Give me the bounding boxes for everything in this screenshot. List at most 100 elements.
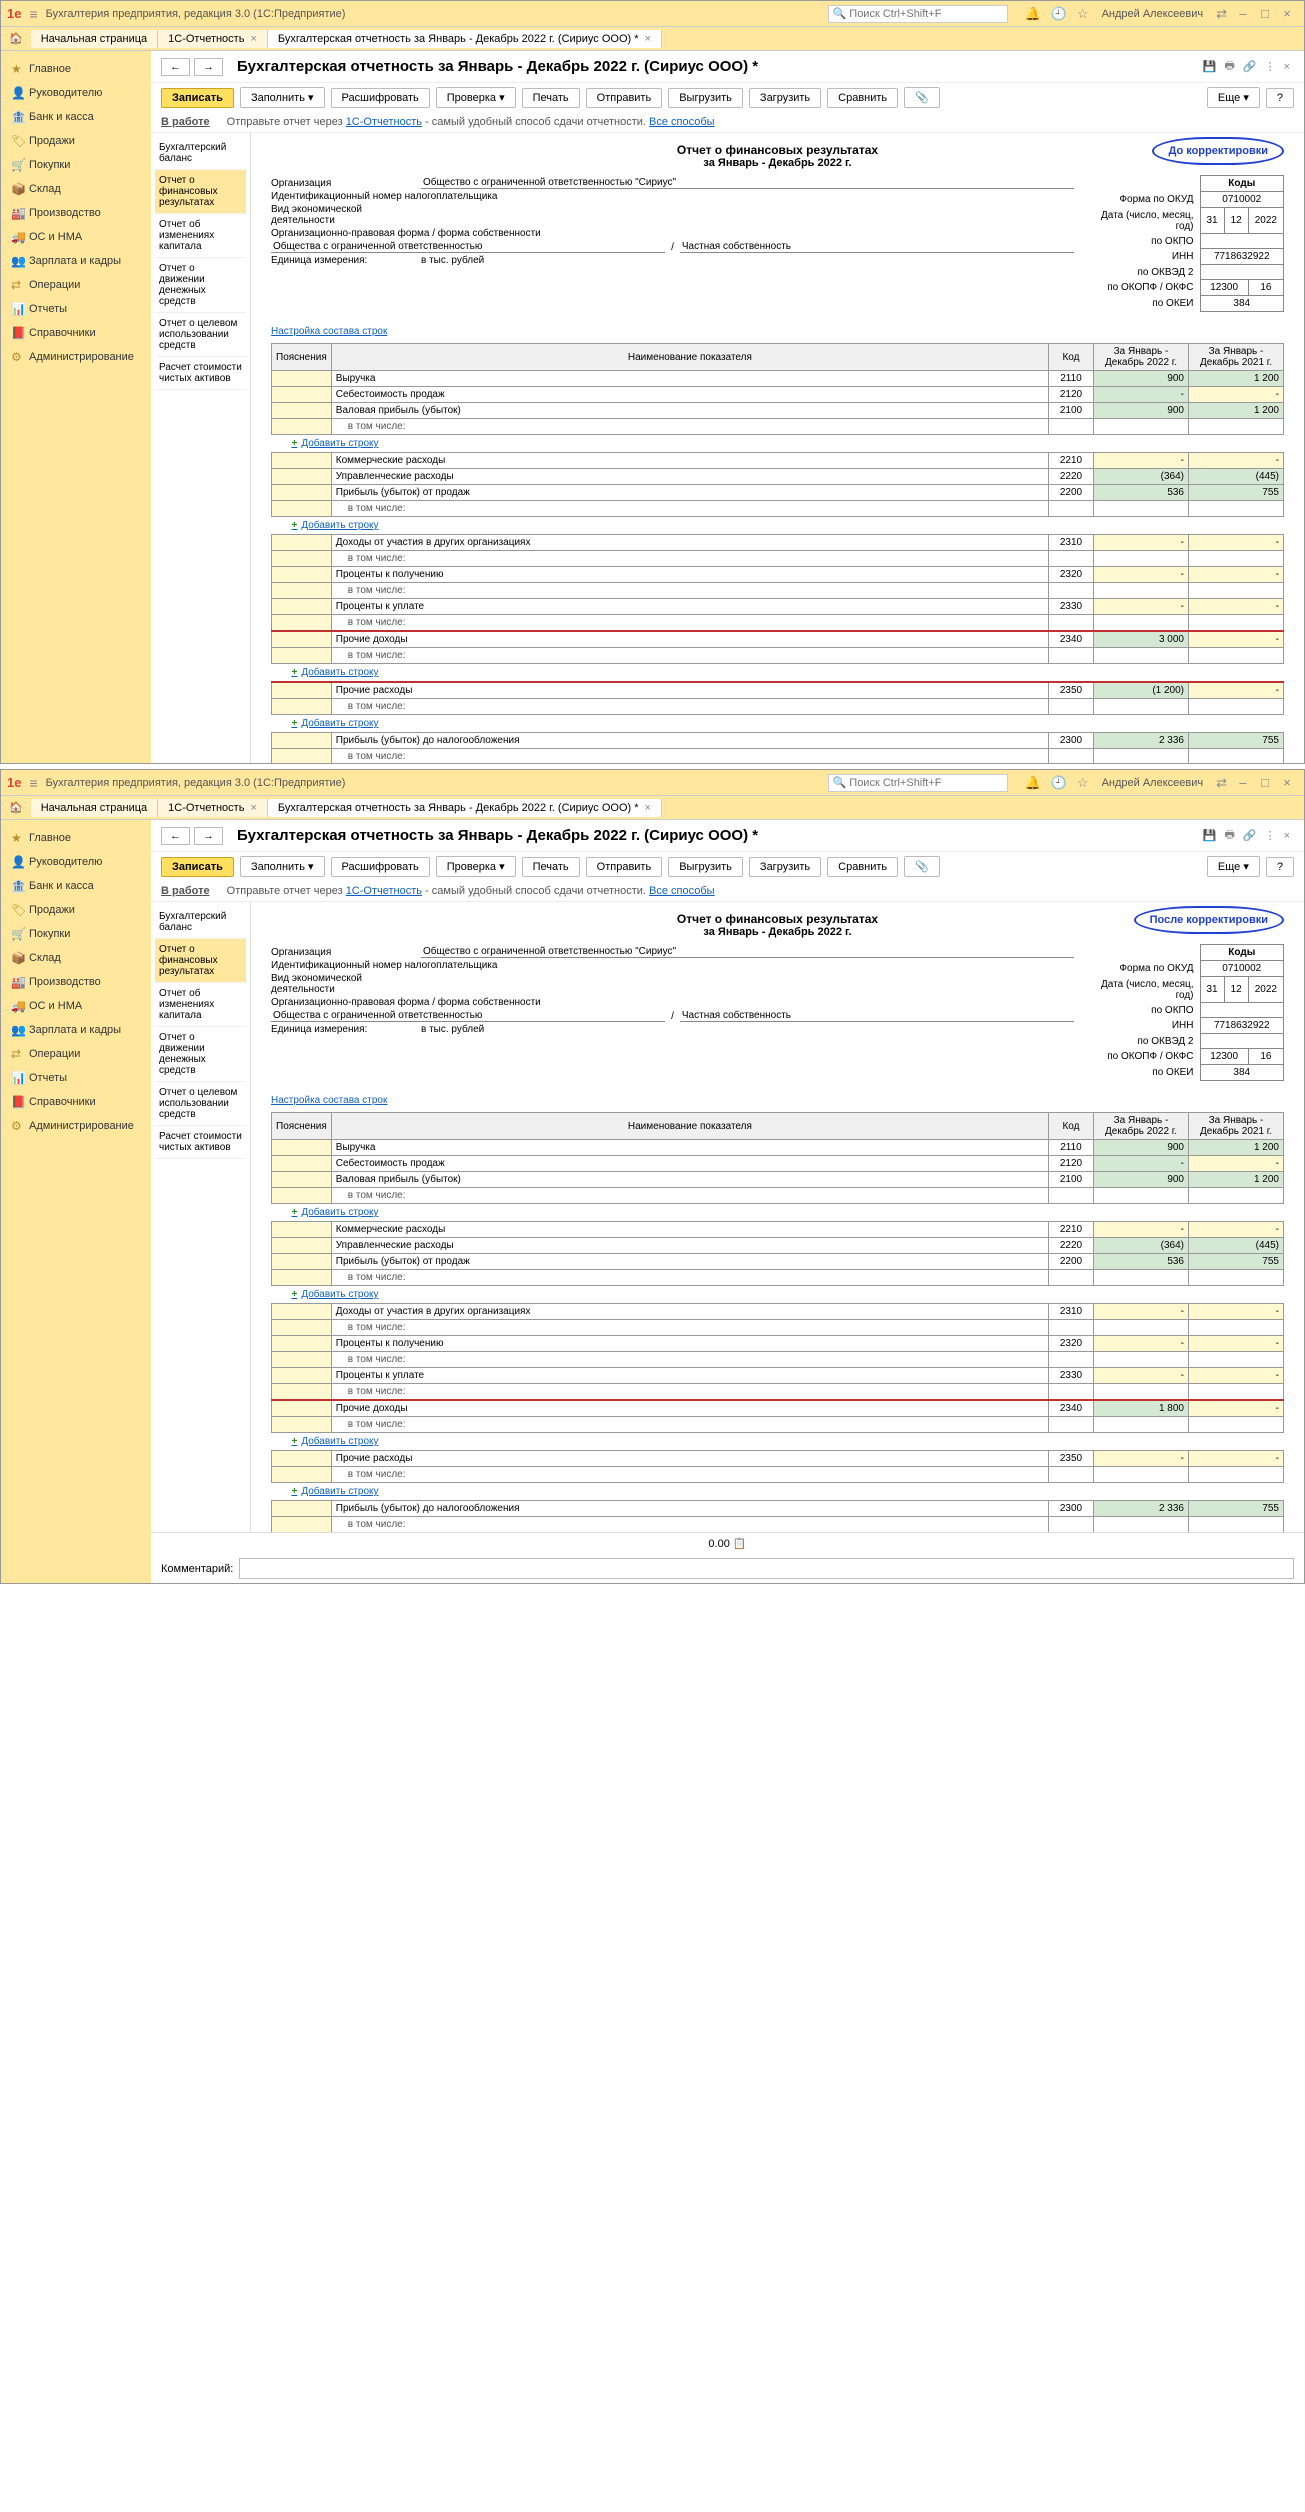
cell-value-prev[interactable] <box>1189 1320 1284 1336</box>
help-button[interactable]: ? <box>1266 88 1294 108</box>
cell-value-prev[interactable]: - <box>1189 682 1284 699</box>
cell-expl[interactable] <box>272 1254 332 1270</box>
cell-value-prev[interactable]: 755 <box>1189 733 1284 749</box>
subnav-item[interactable]: Расчет стоимости чистых активов <box>155 1126 246 1159</box>
home-icon[interactable]: 🏠 <box>1 32 31 45</box>
sidebar-item[interactable]: 🛒Покупки <box>1 922 151 946</box>
cell-expl[interactable] <box>272 1384 332 1401</box>
cell-value-current[interactable]: - <box>1094 1368 1189 1384</box>
cell-expl[interactable] <box>272 599 332 615</box>
cell-expl[interactable] <box>272 1417 332 1433</box>
load-button[interactable]: Загрузить <box>749 857 821 877</box>
attach-button[interactable]: 📎 <box>904 87 940 108</box>
cell-value-current[interactable] <box>1094 699 1189 715</box>
decrypt-button[interactable]: Расшифровать <box>331 88 430 108</box>
cell-expl[interactable] <box>272 1270 332 1286</box>
cell-value-prev[interactable]: 755 <box>1189 485 1284 501</box>
cell-value-prev[interactable]: (445) <box>1189 1238 1284 1254</box>
cell-value-prev[interactable] <box>1189 1517 1284 1533</box>
print-icon[interactable]: 🖶 <box>1224 826 1234 845</box>
cell-expl[interactable] <box>272 1188 332 1204</box>
cell-expl[interactable] <box>272 749 332 764</box>
close-icon[interactable]: × <box>1279 775 1295 790</box>
link-1c[interactable]: 1С-Отчетность <box>346 116 422 128</box>
cell-value-current[interactable]: 536 <box>1094 1254 1189 1270</box>
cell-value-current[interactable] <box>1094 583 1189 599</box>
user-name[interactable]: Андрей Алексеевич <box>1102 777 1204 789</box>
tab-close-icon[interactable]: × <box>250 33 256 45</box>
work-status[interactable]: В работе <box>161 885 210 897</box>
sidebar-item[interactable]: 👤Руководителю <box>1 850 151 874</box>
cell-value-prev[interactable]: - <box>1189 1156 1284 1172</box>
cell-expl[interactable] <box>272 453 332 469</box>
cell-value-prev[interactable]: - <box>1189 1400 1284 1417</box>
cell-value-current[interactable]: - <box>1094 599 1189 615</box>
cell-value-current[interactable] <box>1094 648 1189 664</box>
cell-expl[interactable] <box>272 583 332 599</box>
cell-value-prev[interactable] <box>1189 583 1284 599</box>
add-row-link[interactable]: Добавить строку <box>272 435 1284 452</box>
cell-expl[interactable] <box>272 682 332 699</box>
compose-rows-link[interactable]: Настройка состава строк <box>271 1095 387 1106</box>
cell-expl[interactable] <box>272 1352 332 1368</box>
back-button[interactable]: ← <box>161 58 190 76</box>
cell-expl[interactable] <box>272 535 332 551</box>
form-value[interactable]: Общества с ограниченной ответственностью <box>271 241 665 253</box>
fill-button[interactable]: Заполнить ▾ <box>240 856 325 877</box>
sidebar-item[interactable]: ★Главное <box>1 826 151 850</box>
cell-value-current[interactable] <box>1094 501 1189 517</box>
close-doc-icon[interactable]: × <box>1284 61 1290 73</box>
cell-value-current[interactable]: (364) <box>1094 469 1189 485</box>
bell-icon[interactable]: 🔔 <box>1025 775 1041 791</box>
sidebar-item[interactable]: ⚙Администрирование <box>1 345 151 369</box>
cell-value-prev[interactable]: 1 200 <box>1189 1172 1284 1188</box>
user-name[interactable]: Андрей Алексеевич <box>1102 8 1204 20</box>
cell-expl[interactable] <box>272 419 332 435</box>
print-button[interactable]: Печать <box>522 857 580 877</box>
sidebar-item[interactable]: 📦Склад <box>1 177 151 201</box>
cell-value-current[interactable]: - <box>1094 1304 1189 1320</box>
decrypt-button[interactable]: Расшифровать <box>331 857 430 877</box>
cell-value-current[interactable]: - <box>1094 535 1189 551</box>
org-value[interactable]: Общество с ограниченной ответственностью… <box>421 946 1074 958</box>
tab-1c[interactable]: 1С-Отчетность× <box>158 30 268 48</box>
cell-value-prev[interactable]: 755 <box>1189 1254 1284 1270</box>
star-icon[interactable]: ☆ <box>1077 6 1089 22</box>
link-icon[interactable]: 🔗 <box>1243 60 1257 73</box>
cell-value-prev[interactable] <box>1189 501 1284 517</box>
help-button[interactable]: ? <box>1266 857 1294 877</box>
cell-value-prev[interactable]: - <box>1189 1451 1284 1467</box>
cell-expl[interactable] <box>272 1156 332 1172</box>
cell-value-current[interactable] <box>1094 1517 1189 1533</box>
org-value[interactable]: Общество с ограниченной ответственностью… <box>421 177 1074 189</box>
cell-value-current[interactable] <box>1094 1352 1189 1368</box>
subnav-item[interactable]: Расчет стоимости чистых активов <box>155 357 246 390</box>
cell-value-current[interactable] <box>1094 1384 1189 1401</box>
cell-expl[interactable] <box>272 1467 332 1483</box>
cell-expl[interactable] <box>272 648 332 664</box>
cell-value-prev[interactable] <box>1189 551 1284 567</box>
star-icon[interactable]: ☆ <box>1077 775 1089 791</box>
cell-value-current[interactable]: 536 <box>1094 485 1189 501</box>
forward-button[interactable]: → <box>194 58 223 76</box>
add-row-link[interactable]: Добавить строку <box>272 1204 1284 1221</box>
cell-expl[interactable] <box>272 733 332 749</box>
cell-expl[interactable] <box>272 615 332 632</box>
menu-icon[interactable]: ≡ <box>29 6 37 22</box>
compare-button[interactable]: Сравнить <box>827 857 898 877</box>
subnav-item[interactable]: Отчет о финансовых результатах <box>155 939 246 983</box>
cell-value-current[interactable]: 2 336 <box>1094 733 1189 749</box>
cell-expl[interactable] <box>272 485 332 501</box>
cell-value-current[interactable] <box>1094 551 1189 567</box>
cell-expl[interactable] <box>272 1501 332 1517</box>
cell-value-current[interactable] <box>1094 1467 1189 1483</box>
cell-value-prev[interactable] <box>1189 615 1284 632</box>
cell-expl[interactable] <box>272 1451 332 1467</box>
close-icon[interactable]: × <box>1279 6 1295 21</box>
cell-expl[interactable] <box>272 1517 332 1533</box>
history-icon[interactable]: 🕘 <box>1051 6 1067 22</box>
user-menu-icon[interactable]: ⇄ <box>1216 775 1227 791</box>
load-button[interactable]: Загрузить <box>749 88 821 108</box>
send-button[interactable]: Отправить <box>586 88 663 108</box>
minimize-icon[interactable]: – <box>1235 775 1251 790</box>
